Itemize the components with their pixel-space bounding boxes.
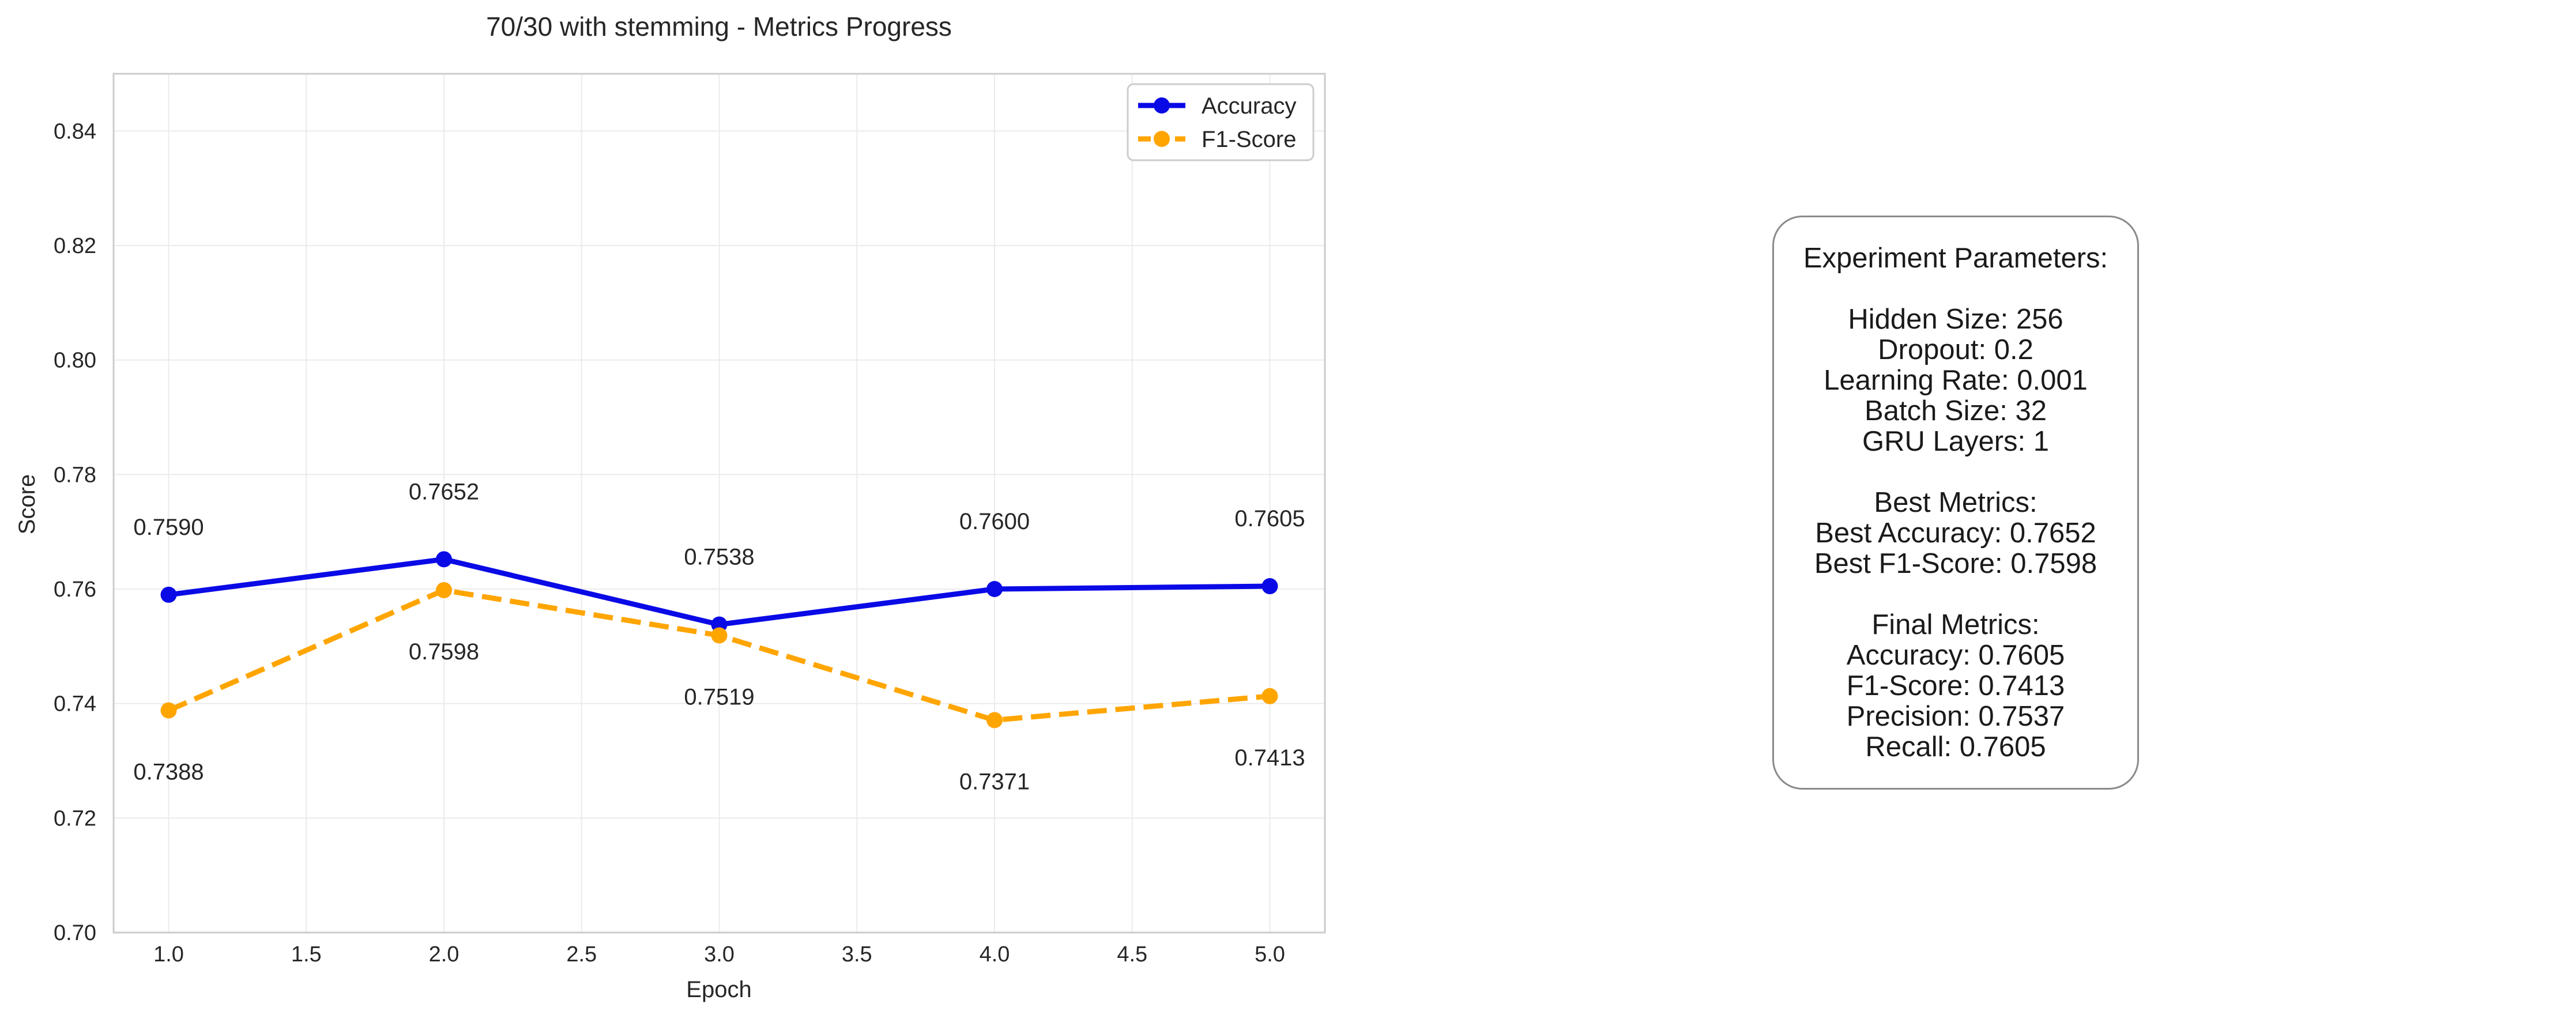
x-tick-label: 1.5	[291, 942, 322, 967]
data-label: 0.7600	[959, 509, 1030, 534]
y-tick-label: 0.74	[54, 692, 96, 716]
plot-area-frame	[112, 73, 1326, 934]
series-layer	[160, 551, 1278, 729]
data-point	[160, 586, 177, 603]
data-point	[986, 581, 1003, 597]
x-tick-label: 2.0	[429, 942, 460, 967]
y-tick-label: 0.70	[54, 921, 96, 945]
x-tick-label: 4.5	[1117, 942, 1147, 967]
params-line: Experiment Parameters:	[1803, 242, 2108, 274]
data-label: 0.7538	[684, 545, 754, 570]
params-line: Best Accuracy: 0.7652	[1815, 517, 2096, 549]
params-line: F1-Score: 0.7413	[1846, 670, 2065, 701]
x-tick-label: 3.5	[842, 942, 872, 967]
params-line: Learning Rate: 0.001	[1824, 364, 2088, 396]
legend-swatch-marker	[1154, 131, 1170, 147]
data-label: 0.7598	[409, 639, 479, 665]
grid-layer	[114, 74, 1325, 933]
data-point	[711, 627, 728, 644]
legend-label: Accuracy	[1202, 93, 1297, 119]
data-point	[1261, 688, 1278, 704]
params-line: Best F1-Score: 0.7598	[1814, 548, 2097, 579]
data-point	[986, 712, 1003, 729]
experiment-parameters-text: Experiment Parameters: Hidden Size: 256 Dr…	[1803, 243, 2108, 763]
params-line: Accuracy: 0.7605	[1846, 639, 2065, 671]
params-line: Dropout: 0.2	[1878, 334, 2033, 365]
x-tick-label: 2.5	[566, 942, 597, 967]
data-point	[436, 551, 452, 568]
params-spacer	[1803, 274, 2108, 304]
legend: Accuracy F1-Score	[1127, 83, 1315, 161]
legend-label: F1-Score	[1202, 127, 1297, 152]
y-tick-label: 0.82	[54, 234, 96, 258]
data-point	[436, 582, 452, 598]
params-line: GRU Layers: 1	[1862, 425, 2050, 457]
data-label: 0.7519	[684, 684, 754, 709]
data-label: 0.7605	[1234, 506, 1305, 531]
chart-title: 70/30 with stemming - Metrics Progress	[486, 12, 952, 41]
data-label: 0.7371	[959, 769, 1030, 794]
experiment-parameters-box: Experiment Parameters: Hidden Size: 256 Dr…	[1772, 216, 2139, 790]
params-line: Batch Size: 32	[1865, 395, 2047, 427]
params-line: Hidden Size: 256	[1848, 303, 2063, 335]
y-tick-label: 0.72	[54, 806, 96, 831]
params-spacer	[1803, 579, 2108, 610]
y-axis-label: Score	[14, 474, 40, 535]
data-point	[160, 702, 177, 719]
data-point	[1261, 578, 1278, 595]
params-spacer	[1803, 457, 2108, 488]
data-label: 0.7652	[409, 479, 479, 504]
params-line: Best Metrics:	[1874, 486, 2038, 518]
x-tick-label: 3.0	[704, 942, 735, 967]
y-tick-label: 0.80	[54, 349, 96, 373]
data-label: 0.7388	[133, 760, 204, 785]
x-tick-label: 1.0	[153, 942, 184, 967]
x-tick-label: 4.0	[980, 942, 1010, 967]
data-label-layer: 0.7590 0.7652 0.7538 0.7600 0.7605 0.7388 0.75…	[133, 479, 1305, 794]
params-line: Final Metrics:	[1871, 609, 2040, 640]
y-tick-label: 0.84	[54, 119, 96, 144]
tick-layer: 1.0 1.5 2.0 2.5 3.0 3.5 4.0 4.5 5.0 0.70 0.72 0.74 0…	[54, 119, 1285, 967]
x-tick-label: 5.0	[1255, 942, 1285, 967]
y-tick-label: 0.78	[54, 463, 96, 487]
params-line: Precision: 0.7537	[1846, 700, 2065, 732]
legend-swatch-marker	[1154, 97, 1170, 114]
data-label: 0.7590	[133, 515, 204, 540]
data-label: 0.7413	[1234, 745, 1305, 771]
x-axis-label: Epoch	[686, 977, 751, 1002]
y-tick-label: 0.76	[54, 578, 96, 602]
params-line: Recall: 0.7605	[1865, 731, 2046, 763]
